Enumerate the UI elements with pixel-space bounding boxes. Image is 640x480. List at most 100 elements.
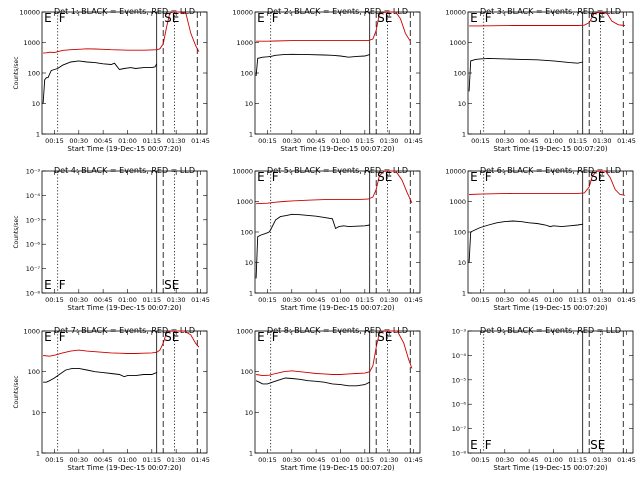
detector-panel-8: Det 8: BLACK = Events, RED = LLD 1 10 100 10… <box>236 326 422 472</box>
event-marker: F <box>272 170 279 184</box>
x-tick-label: 01:45 <box>191 137 210 145</box>
x-axis-label: Start Time (19-Dec-15 00:07:20) <box>493 464 607 472</box>
plot-frame <box>254 170 421 294</box>
x-tick-label: 01:30 <box>167 137 186 145</box>
x-tick-label: 00:45 <box>520 137 539 145</box>
detector-panel-9: Det 9: BLACK = Events, RED = LLD 10⁻⁸ 10⁻⁷… <box>452 326 636 472</box>
plot-frame <box>467 170 634 294</box>
x-axis-label: Start Time (19-Dec-15 00:07:20) <box>280 464 394 472</box>
events-series-line <box>42 60 158 104</box>
x-tick-label: 01:00 <box>331 137 350 145</box>
x-tick-label: 00:30 <box>69 456 88 464</box>
x-tick-label: 01:30 <box>380 137 399 145</box>
x-tick-label: 01:30 <box>593 296 612 304</box>
x-tick-label: 01:45 <box>404 296 423 304</box>
y-tick-label: 10⁻⁵ <box>26 216 41 224</box>
event-marker: F <box>59 11 66 25</box>
y-tick-label: 10⁻⁶ <box>26 241 41 249</box>
y-tick-label: 1000 <box>449 39 466 47</box>
x-tick-label: 01:45 <box>617 137 636 145</box>
y-axis-label: Counts/sec <box>13 375 20 408</box>
x-tick-label: 00:45 <box>307 456 326 464</box>
event-marker: E <box>44 11 52 25</box>
x-tick-label: 00:45 <box>94 137 113 145</box>
events-series-line <box>255 377 370 387</box>
x-tick-label: 01:45 <box>617 296 636 304</box>
lld-series-line <box>469 11 625 27</box>
y-tick-label: 100 <box>241 70 253 78</box>
y-tick-label: 10⁻⁵ <box>452 376 467 384</box>
event-marker: E <box>44 278 52 292</box>
panel-title: Det 9: BLACK = Events, RED = LLD <box>480 326 621 335</box>
y-tick-label: 100 <box>454 70 466 78</box>
y-tick-label: 100 <box>241 229 253 237</box>
plot-frame <box>254 330 421 454</box>
detector-panel-2: Det 2: BLACK = Events, RED = LLD 1 10 100 10… <box>232 7 423 153</box>
x-tick-label: 00:30 <box>495 296 514 304</box>
x-axis-label: Start Time (19-Dec-15 00:07:20) <box>493 145 607 153</box>
detector-panel-6: Det 6: BLACK = Events, RED = LLD 1 10 100 10… <box>445 166 636 312</box>
y-tick-label: 10000 <box>232 9 253 17</box>
y-tick-label: 10⁻⁶ <box>452 401 467 409</box>
x-tick-label: 00:45 <box>307 296 326 304</box>
y-tick-label: 10⁻⁸ <box>452 450 467 458</box>
events-series-line <box>468 57 583 92</box>
x-tick-label: 01:30 <box>593 137 612 145</box>
event-marker: E <box>257 330 265 344</box>
x-tick-label: 01:00 <box>118 296 137 304</box>
event-marker: F <box>272 11 279 25</box>
x-tick-label: 01:15 <box>355 456 374 464</box>
y-tick-label: 1000 <box>23 328 40 336</box>
x-tick-label: 01:15 <box>355 137 374 145</box>
x-tick-label: 00:45 <box>520 456 539 464</box>
x-axis-label: Start Time (19-Dec-15 00:07:20) <box>280 304 394 312</box>
x-tick-label: 01:00 <box>544 296 563 304</box>
y-tick-label: 10 <box>458 259 466 267</box>
y-tick-label: 1000 <box>236 39 253 47</box>
lld-series-line <box>43 330 200 357</box>
x-tick-label: 00:45 <box>94 456 113 464</box>
x-tick-label: 00:15 <box>471 456 490 464</box>
x-tick-label: 01:15 <box>355 296 374 304</box>
x-tick-label: 01:00 <box>331 456 350 464</box>
event-marker: SE <box>377 330 392 344</box>
y-tick-label: 10⁻⁴ <box>452 352 467 360</box>
x-tick-label: 00:15 <box>471 296 490 304</box>
detector-panel-7: Det 7: BLACK = Events, RED = LLD 1 10 100 10… <box>13 326 210 472</box>
event-marker: F <box>485 11 492 25</box>
event-marker: E <box>470 11 478 25</box>
panel-title: Det 2: BLACK = Events, RED = LLD <box>267 7 408 16</box>
y-tick-label: 10000 <box>445 9 466 17</box>
panel-title: Det 1: BLACK = Events, RED = LLD <box>54 7 195 16</box>
x-tick-label: 01:15 <box>142 456 161 464</box>
x-tick-label: 00:30 <box>282 296 301 304</box>
event-marker: SE <box>164 330 179 344</box>
y-tick-label: 10⁻⁷ <box>452 425 467 433</box>
event-marker: SE <box>590 170 605 184</box>
event-marker: E <box>44 330 52 344</box>
y-tick-label: 10 <box>32 409 40 417</box>
event-marker: F <box>485 438 492 452</box>
panel-title: Det 8: BLACK = Events, RED = LLD <box>267 326 408 335</box>
y-tick-label: 1000 <box>236 328 253 336</box>
y-tick-label: 1 <box>36 131 40 139</box>
x-tick-label: 01:30 <box>380 456 399 464</box>
event-marker: SE <box>377 170 392 184</box>
y-tick-label: 10⁻⁷ <box>26 265 41 273</box>
detector-panel-4: Det 4: BLACK = Events, RED = LLD 10⁻⁸ 10⁻⁷… <box>13 166 210 312</box>
x-tick-label: 01:30 <box>167 456 186 464</box>
plot-frame <box>467 11 634 135</box>
x-tick-label: 01:45 <box>404 137 423 145</box>
y-tick-label: 10 <box>245 259 253 267</box>
x-axis-label: Start Time (19-Dec-15 00:07:20) <box>67 145 181 153</box>
event-marker: SE <box>377 11 392 25</box>
x-tick-label: 00:15 <box>45 137 64 145</box>
plot-frame <box>254 11 421 135</box>
panel-title: Det 5: BLACK = Events, RED = LLD <box>267 166 408 175</box>
panel-title: Det 7: BLACK = Events, RED = LLD <box>54 326 195 335</box>
y-tick-label: 1 <box>249 290 253 298</box>
event-marker: E <box>257 170 265 184</box>
x-tick-label: 01:30 <box>593 456 612 464</box>
x-tick-label: 00:15 <box>258 296 277 304</box>
lld-series-line <box>256 170 413 205</box>
